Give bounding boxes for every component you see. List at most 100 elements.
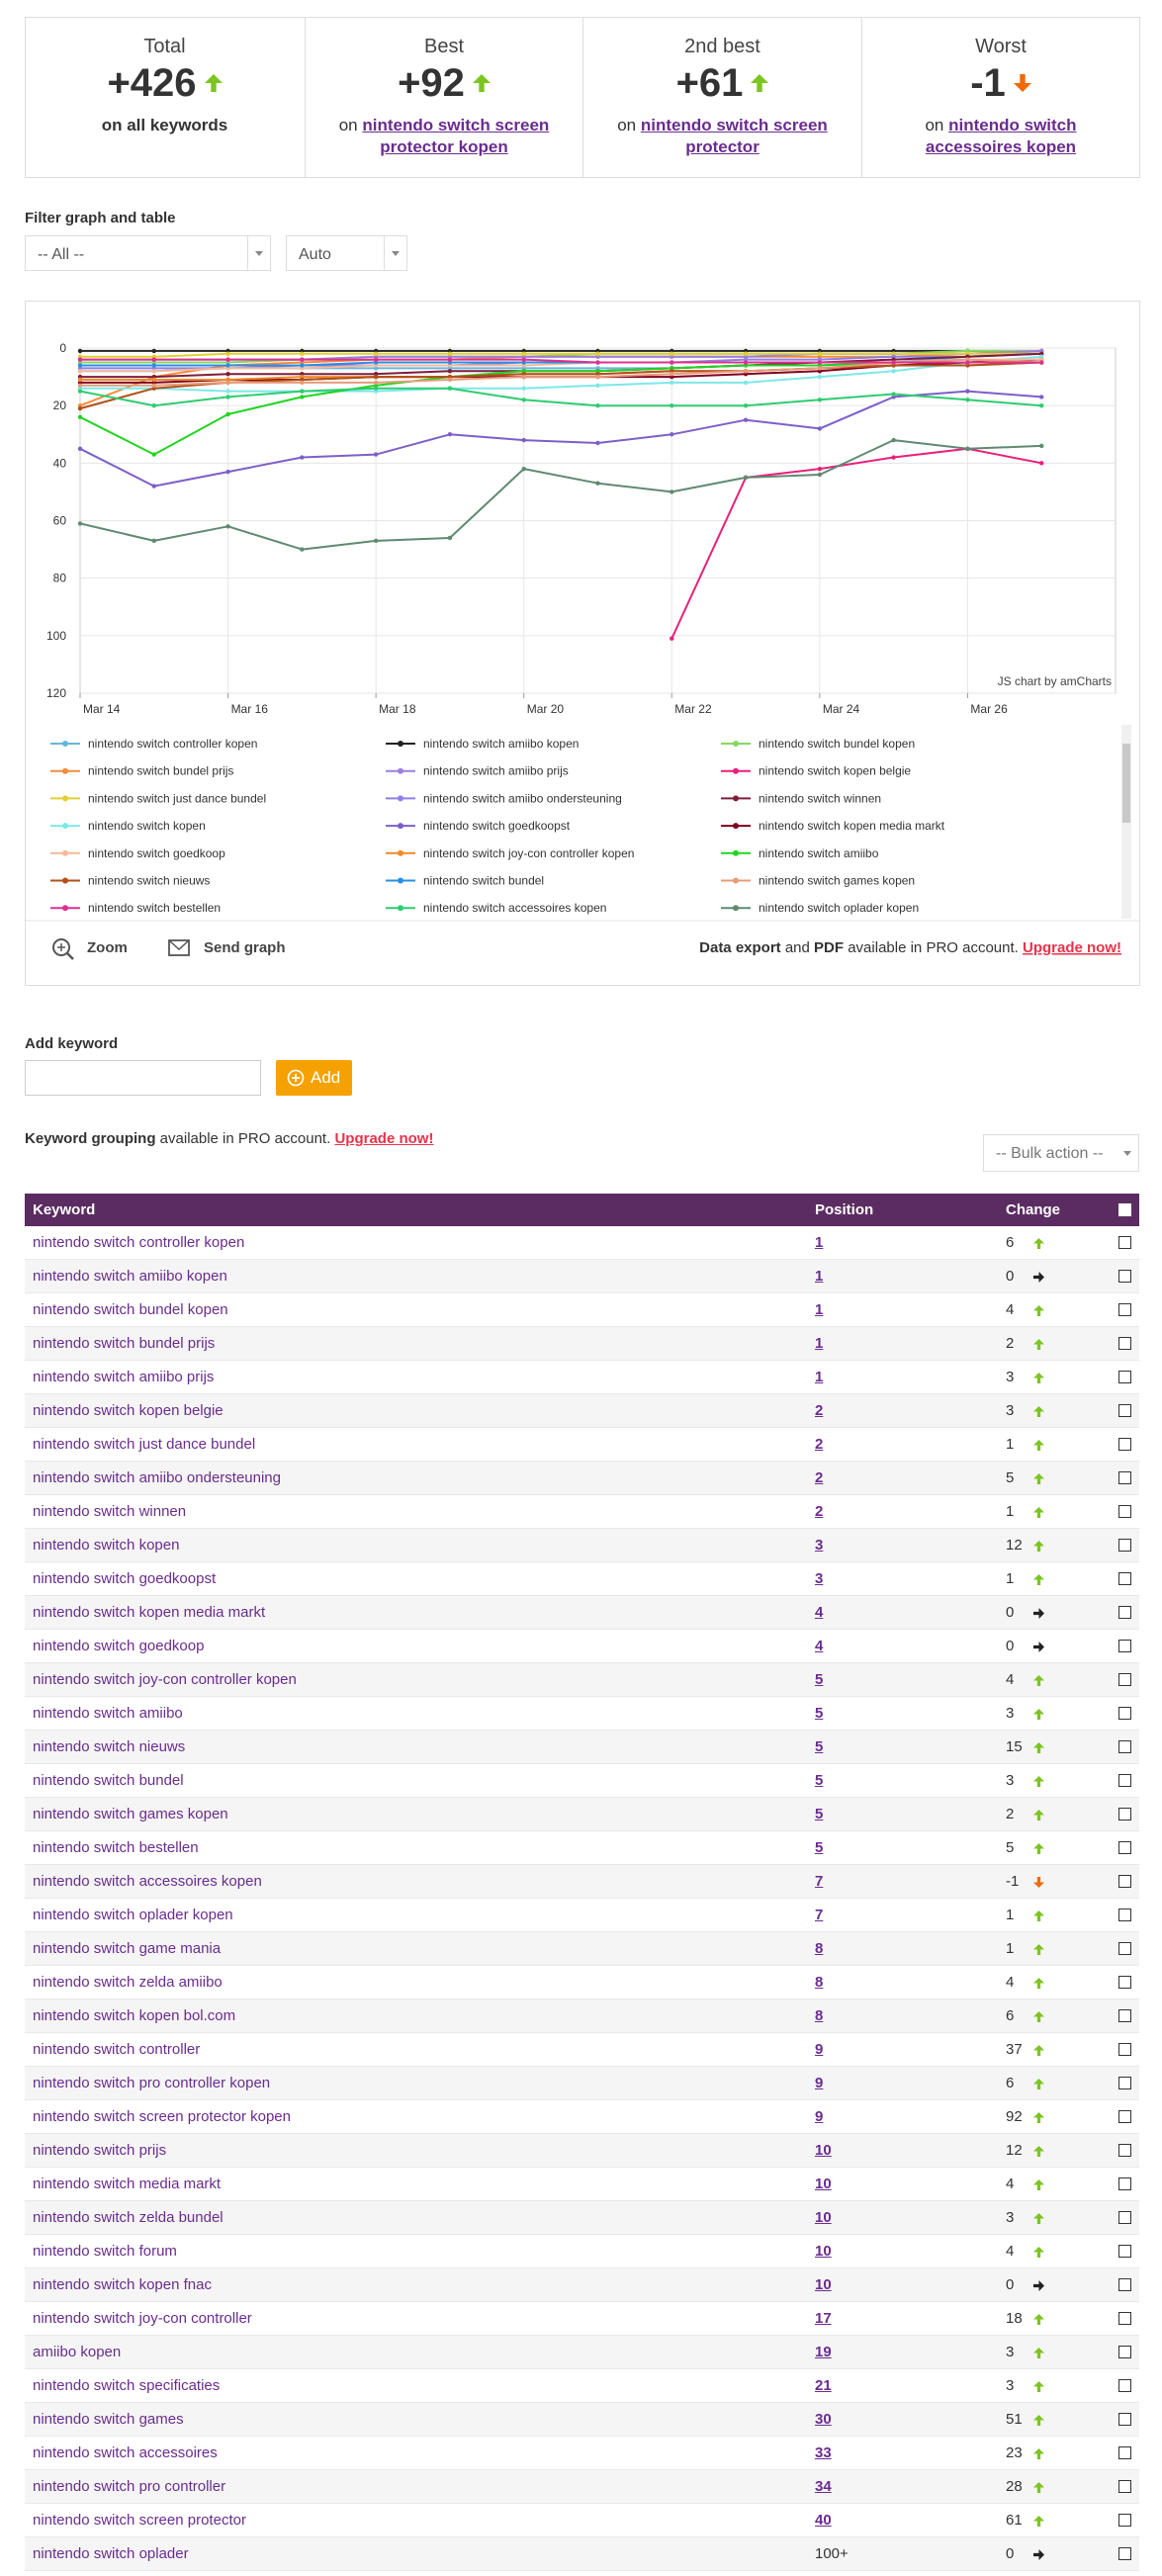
position[interactable]: 2	[815, 1402, 824, 1419]
position[interactable]: 2	[815, 1436, 824, 1453]
keyword[interactable]: nintendo switch oplader	[33, 2545, 189, 2562]
upgrade-link[interactable]: Upgrade now!	[334, 1130, 434, 1147]
position[interactable]: 8	[815, 2007, 824, 2024]
scroll-thumb[interactable]	[1122, 744, 1130, 823]
keyword[interactable]: nintendo switch screen protector	[33, 2512, 246, 2529]
keyword[interactable]: nintendo switch bestellen	[33, 1839, 199, 1856]
keyword[interactable]: nintendo switch goedkoop	[33, 1638, 205, 1654]
keyword[interactable]: nintendo switch controller	[33, 2041, 201, 2058]
position[interactable]: 9	[815, 2041, 824, 2058]
keyword[interactable]: nintendo switch kopen fnac	[33, 2276, 212, 2293]
legend-label[interactable]: nintendo switch nieuws	[88, 874, 210, 888]
position[interactable]: 5	[815, 1671, 824, 1688]
row-checkbox[interactable]	[1118, 2312, 1131, 2325]
legend-label[interactable]: nintendo switch goedkoop	[88, 846, 225, 860]
row-checkbox[interactable]	[1118, 2177, 1131, 2190]
keyword[interactable]: nintendo switch pro controller	[33, 2478, 226, 2495]
legend-label[interactable]: nintendo switch joy-con controller kopen	[423, 846, 634, 860]
position[interactable]: 2	[815, 1469, 824, 1486]
keyword[interactable]: nintendo switch kopen bol.com	[33, 2007, 236, 2024]
keyword[interactable]: nintendo switch pro controller kopen	[33, 2075, 271, 2091]
keyword[interactable]: nintendo switch specificaties	[33, 2377, 221, 2394]
position[interactable]: 5	[815, 1705, 824, 1722]
row-checkbox[interactable]	[1118, 1337, 1131, 1350]
row-checkbox[interactable]	[1118, 1808, 1131, 1821]
zoom-button[interactable]: Zoom	[87, 939, 128, 956]
row-checkbox[interactable]	[1118, 1471, 1131, 1484]
row-checkbox[interactable]	[1118, 2514, 1131, 2527]
legend-label[interactable]: nintendo switch amiibo	[759, 846, 879, 860]
keyword[interactable]: nintendo switch prijs	[33, 2142, 167, 2159]
position[interactable]: 33	[815, 2444, 832, 2461]
keyword[interactable]: nintendo switch bundel prijs	[33, 1335, 216, 1352]
position[interactable]: 5	[815, 1772, 824, 1789]
legend-label[interactable]: nintendo switch bestellen	[88, 901, 221, 915]
legend-label[interactable]: nintendo switch games kopen	[759, 874, 915, 888]
row-checkbox[interactable]	[1118, 2009, 1131, 2022]
keyword[interactable]: nintendo switch controller kopen	[33, 1234, 245, 1251]
row-checkbox[interactable]	[1118, 1875, 1131, 1888]
row-checkbox[interactable]	[1118, 1438, 1131, 1451]
row-checkbox[interactable]	[1118, 1236, 1131, 1249]
row-checkbox[interactable]	[1118, 1707, 1131, 1720]
row-checkbox[interactable]	[1118, 1774, 1131, 1787]
position[interactable]: 9	[815, 2108, 824, 2125]
keyword[interactable]: nintendo switch goedkoopst	[33, 1570, 217, 1587]
position[interactable]: 19	[815, 2344, 832, 2360]
legend-label[interactable]: nintendo switch kopen belgie	[759, 764, 911, 778]
keyword[interactable]: nintendo switch nieuws	[33, 1738, 186, 1755]
zoom-icon[interactable]	[52, 938, 74, 960]
position[interactable]: 5	[815, 1738, 824, 1755]
send-icon[interactable]	[168, 939, 190, 956]
keyword[interactable]: nintendo switch forum	[33, 2243, 177, 2260]
keyword-link[interactable]: nintendo switch accessoires kopen	[925, 116, 1077, 156]
legend-label[interactable]: nintendo switch oplader kopen	[759, 901, 919, 915]
keyword[interactable]: amiibo kopen	[33, 2344, 122, 2360]
row-checkbox[interactable]	[1118, 1270, 1131, 1283]
legend-label[interactable]: nintendo switch kopen	[88, 819, 206, 833]
position[interactable]: 8	[815, 1940, 824, 1957]
position[interactable]: 21	[815, 2377, 832, 2394]
legend-label[interactable]: nintendo switch kopen media markt	[759, 819, 945, 833]
keyword[interactable]: nintendo switch amiibo ondersteuning	[33, 1469, 281, 1486]
row-checkbox[interactable]	[1118, 2278, 1131, 2291]
row-checkbox[interactable]	[1118, 1404, 1131, 1417]
keyword[interactable]: nintendo switch zelda bundel	[33, 2209, 223, 2226]
position[interactable]: 7	[815, 1873, 824, 1890]
row-checkbox[interactable]	[1118, 2346, 1131, 2358]
keyword[interactable]: nintendo switch zelda amiibo	[33, 1974, 223, 1991]
row-checkbox[interactable]	[1118, 1505, 1131, 1518]
row-checkbox[interactable]	[1118, 2480, 1131, 2493]
position[interactable]: 1	[815, 1301, 824, 1318]
row-checkbox[interactable]	[1118, 2211, 1131, 2224]
keyword[interactable]: nintendo switch joy-con controller kopen	[33, 1671, 297, 1688]
select-all-checkbox[interactable]	[1118, 1203, 1131, 1216]
row-checkbox[interactable]	[1118, 1640, 1131, 1652]
position[interactable]: 7	[815, 1907, 824, 1923]
keyword[interactable]: nintendo switch media markt	[33, 2176, 222, 2192]
position[interactable]: 4	[815, 1604, 824, 1621]
keyword[interactable]: nintendo switch oplader kopen	[33, 1907, 233, 1923]
position[interactable]: 1	[815, 1335, 824, 1352]
period-select[interactable]: Auto	[286, 235, 407, 271]
keyword[interactable]: nintendo switch games kopen	[33, 1806, 228, 1822]
keyword[interactable]: nintendo switch just dance bundel	[33, 1436, 256, 1453]
legend-label[interactable]: nintendo switch accessoires kopen	[423, 901, 606, 915]
keyword[interactable]: nintendo switch amiibo	[33, 1705, 183, 1722]
keyword[interactable]: nintendo switch joy-con controller	[33, 2310, 252, 2327]
position[interactable]: 10	[815, 2142, 832, 2159]
position[interactable]: 2	[815, 1503, 824, 1520]
keyword[interactable]: nintendo switch amiibo prijs	[33, 1369, 215, 1385]
position[interactable]: 30	[815, 2411, 832, 2428]
keyword[interactable]: nintendo switch bundel	[33, 1772, 184, 1789]
legend-label[interactable]: nintendo switch winnen	[759, 791, 881, 805]
position[interactable]: 9	[815, 2075, 824, 2091]
keyword[interactable]: nintendo switch screen protector kopen	[33, 2108, 291, 2125]
legend-label[interactable]: nintendo switch amiibo kopen	[423, 737, 579, 751]
row-checkbox[interactable]	[1118, 1942, 1131, 1955]
position[interactable]: 10	[815, 2243, 832, 2260]
position[interactable]: 10	[815, 2276, 832, 2293]
keyword[interactable]: nintendo switch bundel kopen	[33, 1301, 228, 1318]
keyword-link[interactable]: nintendo switch screen protector kopen	[362, 116, 550, 156]
keyword[interactable]: nintendo switch winnen	[33, 1503, 187, 1520]
